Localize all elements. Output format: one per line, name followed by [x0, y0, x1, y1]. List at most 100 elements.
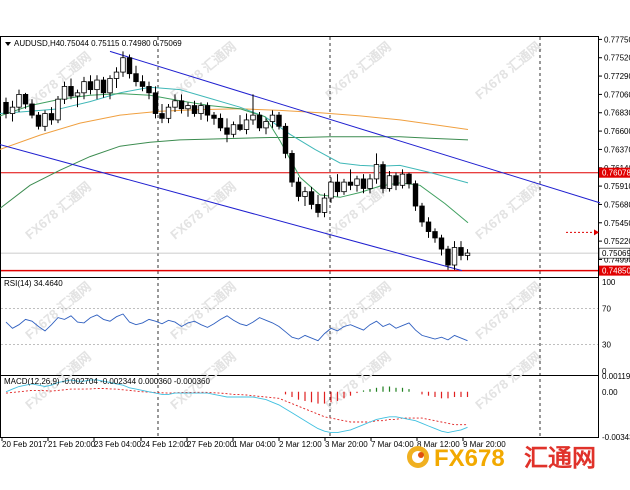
candle-bear: [412, 183, 419, 207]
candle-bear: [217, 117, 224, 129]
logo-prefix: FX678: [434, 445, 505, 472]
rsi-tick-label: 70: [602, 305, 611, 314]
candle-bear: [425, 221, 432, 232]
x-tick-label: 23 Feb 04:00: [94, 440, 142, 449]
candle-bull: [367, 178, 373, 189]
rsi-panel: 100 70 30 0: [1, 278, 616, 376]
candle-bull: [399, 173, 406, 186]
x-tick-label: 8 Mar 12:00: [417, 440, 460, 449]
watermark-text: FX678 汇通网: [472, 349, 544, 413]
rsi-tick-label: 30: [602, 340, 611, 349]
candle-bear: [178, 100, 185, 110]
x-tick-label: 7 Mar 04:00: [371, 440, 414, 449]
candle-bear: [87, 81, 94, 91]
candle-bear: [224, 127, 230, 135]
candle-bear: [256, 114, 263, 129]
candle-bull: [165, 106, 172, 119]
candle-bear: [146, 86, 152, 94]
macd-tick-label: -0.003438: [602, 433, 630, 442]
candle-bear: [295, 181, 302, 197]
watermark-text: FX678 汇通网: [322, 279, 394, 343]
candle-bull: [55, 98, 61, 121]
candle-bear: [276, 114, 282, 127]
logo-name: 汇通网: [524, 445, 596, 472]
candle-bull: [198, 105, 204, 114]
macd-tick-label: 0.00: [602, 388, 618, 397]
candle-bull: [243, 119, 250, 130]
watermark-text: FX678 汇通网: [322, 349, 394, 413]
candle-bear: [68, 86, 74, 97]
time-axis: 20 Feb 2017 21 Feb 20:0023 Feb 04:00 24 Fe…: [1, 437, 506, 449]
symbol-dropdown-icon[interactable]: [5, 42, 11, 46]
rsi-tick-label: 100: [602, 278, 616, 287]
candle-bull: [74, 92, 81, 97]
x-tick-label: 24 Feb 12:00: [141, 440, 189, 449]
candle-bear: [139, 81, 146, 87]
candle-bull: [94, 79, 100, 91]
candle-bull: [354, 178, 360, 186]
candle-bear: [432, 231, 438, 239]
price-tags: 0.76078 0.75069 0.74850: [598, 167, 630, 276]
rsi-tick-label: 0: [602, 367, 607, 376]
rsi-line: [5, 313, 468, 342]
candle-bear: [380, 164, 386, 189]
candle-bull: [120, 57, 126, 73]
candlesticks: [3, 51, 471, 270]
candle-bear: [211, 114, 217, 119]
current-price-tag-bg: [598, 247, 630, 259]
candle-bull: [302, 191, 308, 197]
fx678-logo: FX678 汇通网: [407, 445, 596, 472]
watermark-text: FX678 汇通网: [322, 39, 394, 103]
candle-bear: [393, 175, 399, 186]
candle-bear: [347, 181, 354, 186]
candle-bull: [107, 78, 113, 94]
candle-bull: [328, 181, 334, 199]
ohlc-readout: 0.75044 0.75115 0.74980 0.75069: [60, 39, 182, 48]
candle-bear: [282, 125, 289, 154]
candle-bull: [269, 114, 276, 122]
candle-bull: [61, 86, 68, 100]
candle-bear: [191, 105, 198, 114]
watermark-text: FX678 汇通网: [472, 179, 544, 243]
ma-green-dark-line: [0, 136, 469, 209]
candle-bear: [204, 105, 211, 116]
candle-bear: [308, 191, 315, 205]
watermark-text: FX678 汇通网: [22, 179, 94, 243]
candle-bull: [9, 106, 16, 114]
candle-bull: [373, 164, 380, 180]
macd-panel-frame: [0, 375, 599, 438]
watermark-text: FX678 汇通网: [167, 279, 239, 343]
x-tick-label: 3 Mar 20:00: [325, 440, 368, 449]
candle-bear: [406, 173, 412, 185]
x-tick-label: 9 Mar 20:00: [463, 440, 506, 449]
candle-bull: [263, 121, 269, 129]
candle-bear: [159, 113, 165, 119]
x-tick-label: 2 Mar 12:00: [279, 440, 322, 449]
candle-bear: [334, 181, 341, 193]
candle-bull: [451, 247, 458, 266]
candle-bull: [250, 114, 256, 121]
candle-bear: [22, 94, 29, 105]
price-levels: [1, 172, 599, 272]
candle-bull: [230, 124, 237, 135]
candle-bear: [419, 205, 425, 223]
candle-bear: [126, 57, 133, 75]
channel-upper-line: [109, 50, 601, 204]
candle-bear: [445, 248, 451, 266]
watermark-text: FX678 汇通网: [22, 279, 94, 343]
channel-lower-line: [0, 144, 463, 272]
macd-signal-line: [5, 388, 468, 426]
candle-bull: [42, 113, 48, 127]
candle-bear: [48, 113, 55, 121]
candle-bull: [185, 105, 191, 110]
resistance-price-tag-bg: [599, 167, 630, 178]
rsi-label: RSI(14) 34.4640: [4, 279, 63, 288]
candle-bear: [289, 153, 295, 183]
